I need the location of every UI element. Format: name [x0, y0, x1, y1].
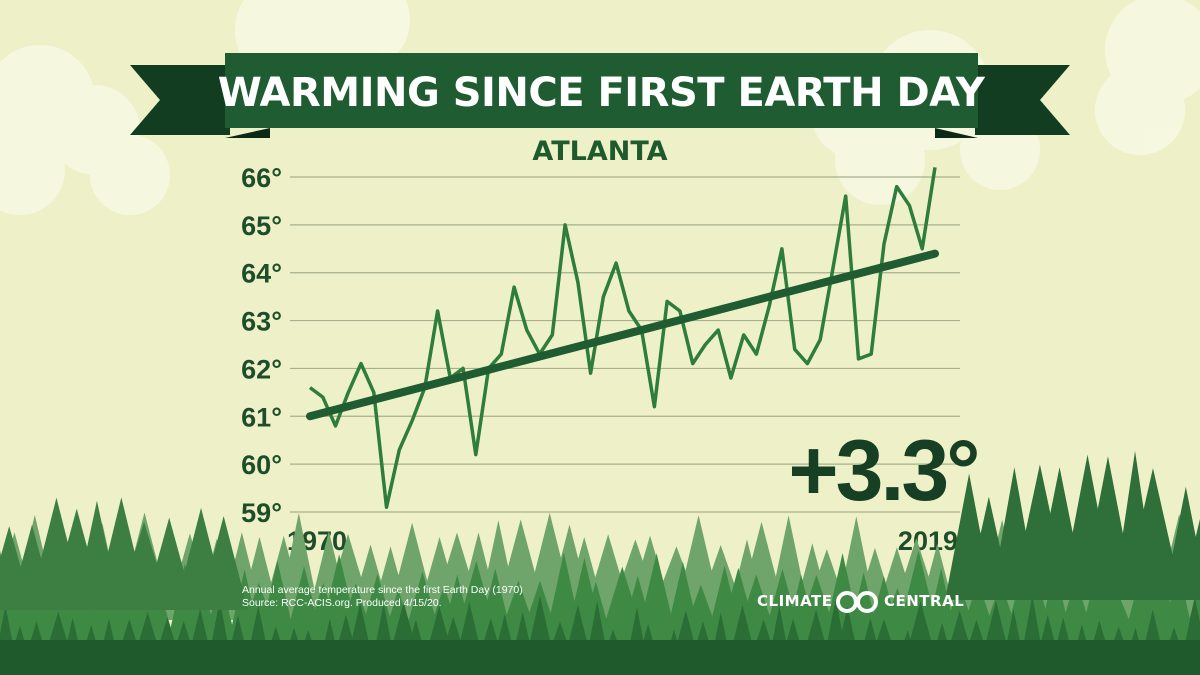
forest: [0, 451, 1200, 675]
y-tick-label: 64°: [241, 259, 282, 289]
x-tick-label: 2019: [898, 526, 958, 556]
footnote-line-2: Source: RCC-ACIS.org. Produced 4/15/20.: [242, 597, 442, 609]
warming-callout: +3.3°: [788, 423, 977, 519]
tree: [256, 560, 298, 650]
brand-right: CENTRAL: [884, 592, 965, 610]
chart-title: WARMING SINCE FIRST EARTH DAY: [218, 70, 986, 116]
y-tick-label: 60°: [241, 450, 282, 480]
tree: [633, 553, 680, 650]
tree: [199, 515, 248, 610]
forest-floor: [0, 640, 1200, 675]
trend-line: [306, 249, 939, 421]
title-banner: WARMING SINCE FIRST EARTH DAY: [130, 53, 1070, 138]
y-tick-label: 62°: [241, 354, 282, 384]
footnote-line-1: Annual average temperature since the fir…: [242, 584, 523, 596]
chart-subtitle: ATLANTA: [532, 136, 667, 167]
tree: [1180, 518, 1200, 600]
y-tick-label: 66°: [241, 163, 282, 193]
series-layer: [306, 167, 939, 509]
y-tick-label: 61°: [241, 402, 282, 432]
y-tick-label: 63°: [241, 307, 282, 337]
brand-logo-icon: [836, 591, 878, 613]
y-tick-label: 59°: [241, 498, 282, 528]
tree: [1123, 468, 1183, 600]
y-axis-ticks: 59° 60° 61° 62° 63° 64° 65° 66°: [241, 163, 282, 528]
brand-left: CLIMATE: [757, 592, 833, 610]
y-tick-label: 65°: [241, 211, 282, 241]
